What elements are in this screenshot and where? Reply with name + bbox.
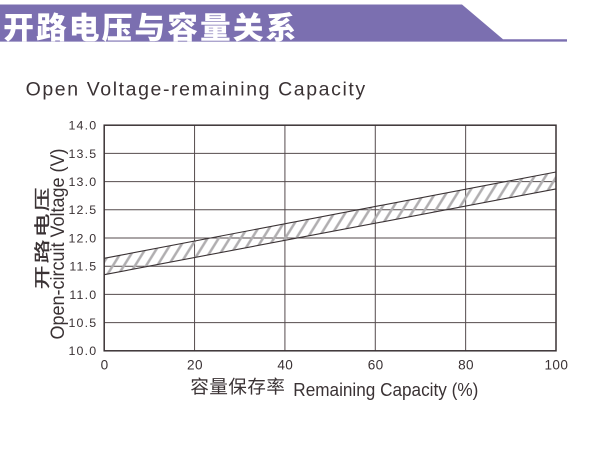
svg-text:60: 60	[368, 358, 384, 373]
svg-text:12.5: 12.5	[68, 203, 97, 217]
svg-text:13.5: 13.5	[68, 147, 97, 161]
svg-text:10.5: 10.5	[68, 316, 97, 330]
svg-text:20: 20	[187, 358, 203, 373]
svg-text:14.0: 14.0	[68, 119, 97, 133]
svg-text:100: 100	[544, 358, 568, 373]
svg-text:11.5: 11.5	[69, 260, 97, 274]
svg-text:12.0: 12.0	[68, 231, 97, 245]
svg-text:13.0: 13.0	[68, 175, 97, 189]
svg-text:10.0: 10.0	[68, 344, 97, 358]
svg-text:40: 40	[277, 358, 293, 373]
svg-text:11.0: 11.0	[69, 288, 97, 302]
svg-text:Remaining Capacity (%): Remaining Capacity (%)	[293, 379, 478, 400]
svg-text:80: 80	[458, 358, 474, 373]
svg-text:Open-circuit Voltage (V): Open-circuit Voltage (V)	[48, 149, 69, 340]
svg-text:Open Voltage-remaining Capacit: Open Voltage-remaining Capacity	[26, 79, 367, 101]
svg-text:0: 0	[101, 358, 109, 373]
